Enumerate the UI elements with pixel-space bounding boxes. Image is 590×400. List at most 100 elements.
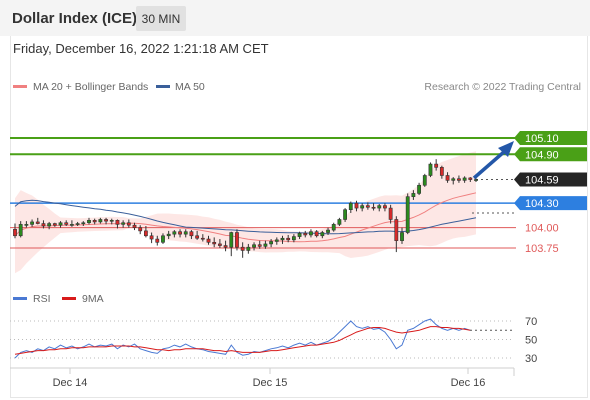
candle (195, 230, 200, 240)
candle-body (291, 236, 296, 241)
current-price-tag: 104.59 (514, 172, 587, 187)
candle (439, 165, 444, 179)
candle-body (166, 233, 171, 237)
candle-body (132, 224, 137, 228)
candle (115, 219, 120, 229)
candle (462, 176, 467, 183)
candle-body (348, 202, 353, 211)
candle-body (320, 232, 325, 237)
rsi-tick-label: 70 (525, 316, 537, 328)
candle-body (263, 243, 268, 247)
candle (70, 220, 74, 227)
instrument-title: Dollar Index (ICE) (12, 10, 138, 27)
ma50-legend-swatch (156, 85, 170, 88)
x-tick-label: Dec 16 (451, 377, 486, 389)
candle (377, 204, 382, 212)
support-price-label: 103.75 (525, 243, 559, 255)
candle (87, 217, 91, 225)
candle (291, 234, 296, 243)
current-price-label: 104.59 (525, 175, 559, 187)
candle (360, 203, 365, 212)
pivot-price-label: 104.30 (525, 198, 559, 210)
candle (343, 208, 347, 222)
candle-body (354, 202, 359, 209)
candle (252, 242, 256, 251)
candle (132, 222, 137, 231)
candle-body (468, 177, 473, 180)
timeframe-button[interactable]: 30 MIN (136, 6, 186, 31)
candle-body (257, 244, 262, 247)
candle-body (161, 235, 165, 243)
candle-body (439, 167, 444, 176)
candle (229, 231, 234, 257)
candle-body (280, 237, 285, 241)
resistance-tag-shape (514, 147, 587, 162)
rsi-ma-line (14, 326, 471, 355)
candle (422, 173, 427, 187)
candle-body (155, 238, 160, 243)
pivot-price-tag: 104.30 (514, 196, 587, 211)
candle-body (309, 231, 313, 236)
candle-body (229, 232, 234, 248)
candle (18, 221, 23, 238)
candle-body (343, 209, 347, 220)
candle-body (303, 233, 308, 236)
candle (326, 227, 330, 235)
forecast-arrow-shaft (472, 149, 507, 180)
candle (303, 230, 308, 238)
rsi-tick-label: 50 (525, 335, 537, 347)
candle (47, 221, 52, 230)
rsi-line (14, 318, 471, 359)
candle-body (47, 223, 52, 227)
resistance-price-tag: 105.10 (514, 131, 587, 145)
candle (13, 223, 17, 239)
support-price-label: 104.00 (525, 223, 559, 235)
candle-body (206, 238, 211, 243)
candle (98, 217, 103, 224)
candle-body (428, 163, 433, 176)
candle (217, 239, 222, 248)
candle-body (212, 241, 217, 245)
candle-body (92, 219, 97, 223)
candle (269, 239, 274, 248)
candle-body (400, 232, 404, 241)
candle (371, 203, 376, 211)
candle (121, 220, 126, 228)
resistance-price-tag: 104.90 (514, 147, 587, 162)
candle-body (462, 177, 467, 181)
candle-body (87, 219, 91, 224)
candle (263, 240, 268, 249)
candle-body (360, 205, 365, 209)
candle-body (200, 237, 205, 240)
candle (309, 229, 313, 238)
candle-body (314, 231, 319, 237)
ma20-legend-label: MA 20 + Bollinger Bands (33, 81, 148, 93)
candle-body (144, 230, 148, 237)
candle (286, 234, 291, 243)
candle (314, 230, 319, 238)
candle-body (52, 223, 57, 226)
candle (200, 234, 205, 242)
candle (348, 201, 353, 213)
candle (365, 202, 370, 210)
candle-body (115, 219, 120, 225)
candle-body (18, 224, 23, 237)
candle (445, 172, 450, 183)
candle (30, 219, 34, 227)
ma20-legend-swatch (13, 85, 27, 88)
candle-body (394, 219, 399, 241)
resistance-tag-shape (514, 131, 587, 145)
candle (388, 204, 393, 224)
candle (109, 218, 114, 225)
candle (212, 237, 217, 248)
candle-body (172, 231, 177, 235)
candle-body (24, 224, 29, 226)
chart-datetime: Friday, December 16, 2022 1:21:18 AM CET (13, 41, 269, 56)
candle-body (457, 178, 461, 181)
candle (178, 229, 182, 238)
candle (223, 240, 228, 252)
candle-body (286, 237, 291, 241)
x-tick-label: Dec 15 (253, 377, 288, 389)
candle-body (411, 193, 416, 197)
candle (337, 217, 342, 226)
